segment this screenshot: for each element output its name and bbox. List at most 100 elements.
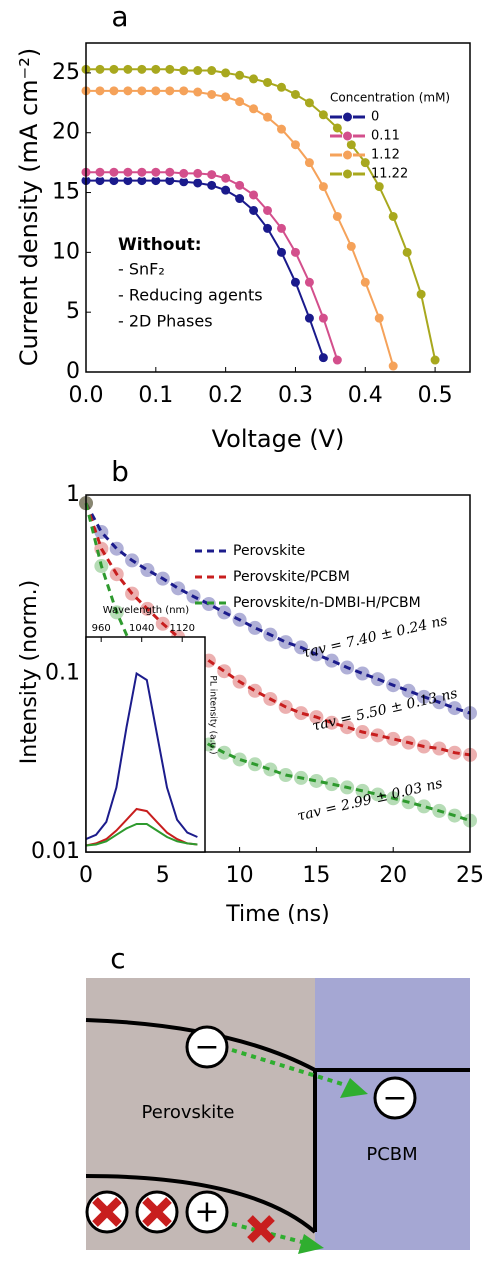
x-axis-label: Voltage (V) [212,425,345,453]
charge-label: − [194,1030,219,1065]
series-line [85,671,198,841]
marker [447,701,462,716]
x-tick-label: 960 [92,623,111,634]
marker [401,683,416,698]
x-tick-label: 0.4 [348,383,383,408]
x-tick-label: 0 [79,863,93,888]
series-line [86,89,395,367]
x-axis-label: Wavelength (nm) [103,605,189,616]
region-label: Perovskite [142,1102,235,1123]
series-line [85,807,198,847]
marker [247,683,262,698]
y-tick-label: 0.01 [31,839,80,864]
x-tick-label: 1040 [129,623,154,634]
legend-label: Perovskite/n-DMBI-H/PCBM [233,595,421,611]
marker [416,799,431,814]
electron [185,1025,229,1069]
legend-label: 11.22 [371,167,408,182]
annotation: Without: [118,235,202,255]
y-axis-label: Intensity (norm.) [17,580,42,764]
x-tick-label: 0.0 [69,383,104,408]
legend-marker [342,111,353,123]
series-line [84,502,471,715]
charge-label: − [382,1081,407,1116]
legend-marker [342,130,353,142]
arrow-head [340,1078,368,1098]
marker [317,352,329,364]
marker [432,741,447,756]
marker [324,715,339,730]
y-tick-label: 15 [52,180,80,205]
chart: 960 1040 1120 Wavelength (nm) PL intensity (… [85,605,218,853]
x-axis-label: Time (ns) [225,902,329,927]
transfer-arrow [231,1048,356,1090]
marker [247,620,262,635]
marker [324,777,339,792]
legend-marker [342,168,353,180]
marker [340,720,355,735]
marker [278,635,293,650]
y-axis-label: PL intensity (a.u.) [208,675,218,754]
panel-label: a [111,0,128,33]
x-tick-label: 15 [302,863,330,888]
marker [294,706,309,721]
series-line [86,68,437,361]
x-tick-label: 25 [456,863,484,888]
y-tick-label: 20 [52,120,80,145]
recombination-cross [92,1197,172,1227]
marker [370,787,385,802]
legend-title: Concentration (mM) [330,91,450,105]
panel-label: c [110,942,125,975]
inset-background [86,637,205,852]
annotation: - SnF₂ [118,260,165,279]
marker [263,762,278,777]
panel-label: b [111,455,129,488]
diagram: − − + Perovskite PCBM c [85,942,470,1254]
annotation: - 2D Phases [118,312,213,331]
x-tick-label: 0.2 [208,383,243,408]
series-line [84,502,471,823]
legend-marker [342,149,353,161]
marker [370,728,385,743]
y-tick-label: 5 [66,299,80,324]
marker [355,666,370,681]
marker [429,354,441,366]
legend-label: Perovskite/PCBM [233,569,350,585]
region-label: PCBM [366,1144,417,1165]
x-tick-label: 0.5 [418,383,453,408]
plot-frame [85,636,206,853]
lifetime-label: τav = 7.40 ± 0.24 ns [301,613,449,662]
y-tick-label: 0.1 [45,661,80,686]
electron [373,1076,417,1120]
y-tick-label: 1 [66,482,80,507]
hole [185,1190,229,1234]
x-tick-label: 1120 [169,623,194,634]
marker [324,653,339,668]
marker [140,563,155,578]
valence-band [85,1174,317,1234]
series-line [85,823,198,847]
plot-frame [85,42,471,373]
x-tick-label: 10 [226,863,254,888]
legend-label: 0.11 [371,129,400,144]
chart: 0.0 0.1 0.2 0.3 0.4 0.5 0 5 10 15 20 25 Voltage (V) C… [15,0,471,453]
x-tick-label: 5 [156,863,170,888]
marker [386,731,401,746]
arrow-head [298,1234,324,1254]
y-tick-label: 10 [52,239,80,264]
x-tick-label: 0.3 [278,383,313,408]
legend-label: Perovskite [233,543,305,559]
y-axis-label: Current density (mA cm⁻²) [15,48,43,366]
charge-label: + [194,1195,219,1230]
series-line [86,179,325,358]
series-line [86,171,339,361]
y-tick-label: 25 [52,60,80,85]
marker [309,773,324,788]
lifetime-label: τav = 5.50 ± 0.13 ns [311,686,459,735]
legend-label: 0 [371,110,379,125]
legend-label: 1.12 [371,148,400,163]
block-cross [247,1215,275,1243]
y-tick-label: 0 [66,359,80,384]
